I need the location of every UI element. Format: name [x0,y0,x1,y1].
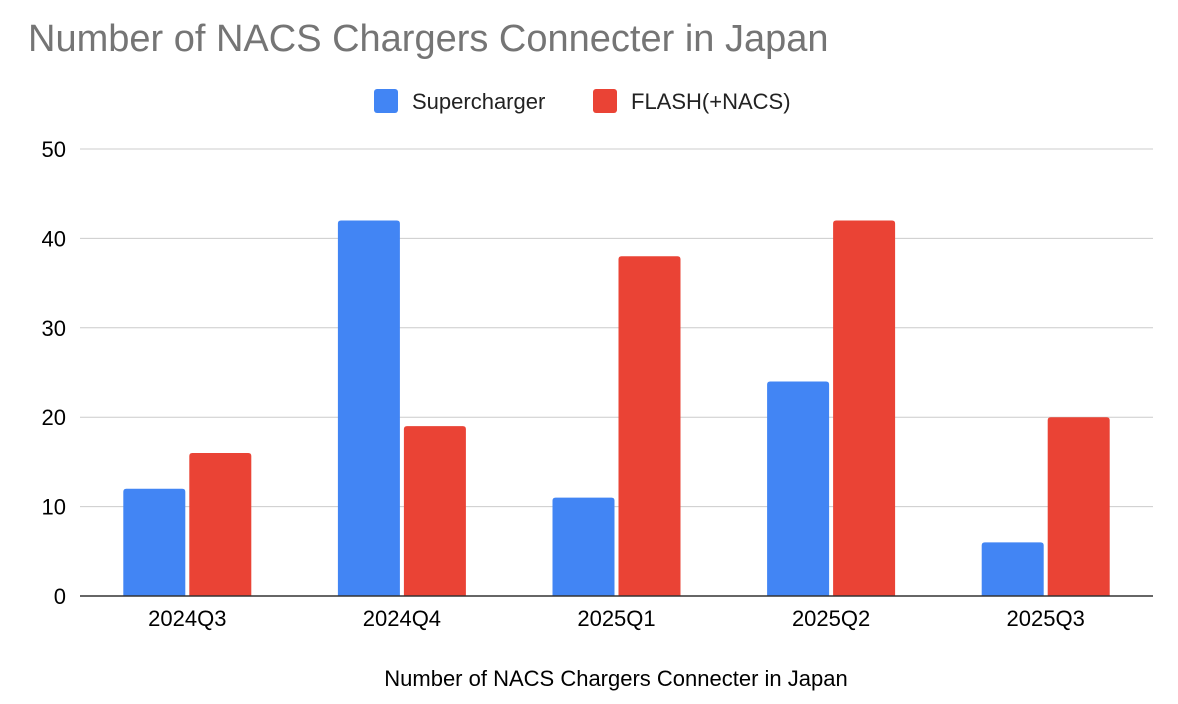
y-tick-label: 10 [42,495,66,520]
chart-title: Number of NACS Chargers Connecter in Jap… [28,18,829,60]
y-tick-label: 20 [42,405,66,430]
bars [123,220,1110,596]
bar-supercharger-2024q3 [123,488,186,596]
x-axis-ticks: 2024Q3 2024Q4 2025Q1 2025Q2 2025Q3 [148,606,1085,631]
legend: Supercharger FLASH(+NACS) [374,89,791,114]
bar-supercharger-2025q1 [552,497,615,596]
y-tick-label: 0 [54,584,66,609]
legend-label: Supercharger [412,89,545,114]
bar-flash-nacs-2025q2 [833,220,896,596]
bar-supercharger-2025q2 [767,381,830,596]
x-tick-label: 2025Q1 [577,606,655,631]
bar-supercharger-2024q4 [337,220,400,596]
gridlines [80,148,1153,508]
bar-flash-nacs-2025q3 [1047,417,1110,596]
x-tick-label: 2025Q2 [792,606,870,631]
y-axis-ticks: 0 10 20 30 40 50 [42,137,66,609]
bar-flash-nacs-2024q3 [189,452,252,596]
y-tick-label: 50 [42,137,66,162]
legend-swatch [374,89,398,113]
bar-flash-nacs-2024q4 [403,426,466,596]
y-tick-label: 30 [42,316,66,341]
legend-label: FLASH(+NACS) [631,89,791,114]
y-tick-label: 40 [42,226,66,251]
x-tick-label: 2024Q3 [148,606,226,631]
bar-flash-nacs-2025q1 [618,256,681,596]
x-tick-label: 2024Q4 [363,606,441,631]
legend-swatch [593,89,617,113]
x-axis-title: Number of NACS Chargers Connecter in Jap… [384,666,847,691]
x-tick-label: 2025Q3 [1007,606,1085,631]
bar-supercharger-2025q3 [981,542,1044,596]
